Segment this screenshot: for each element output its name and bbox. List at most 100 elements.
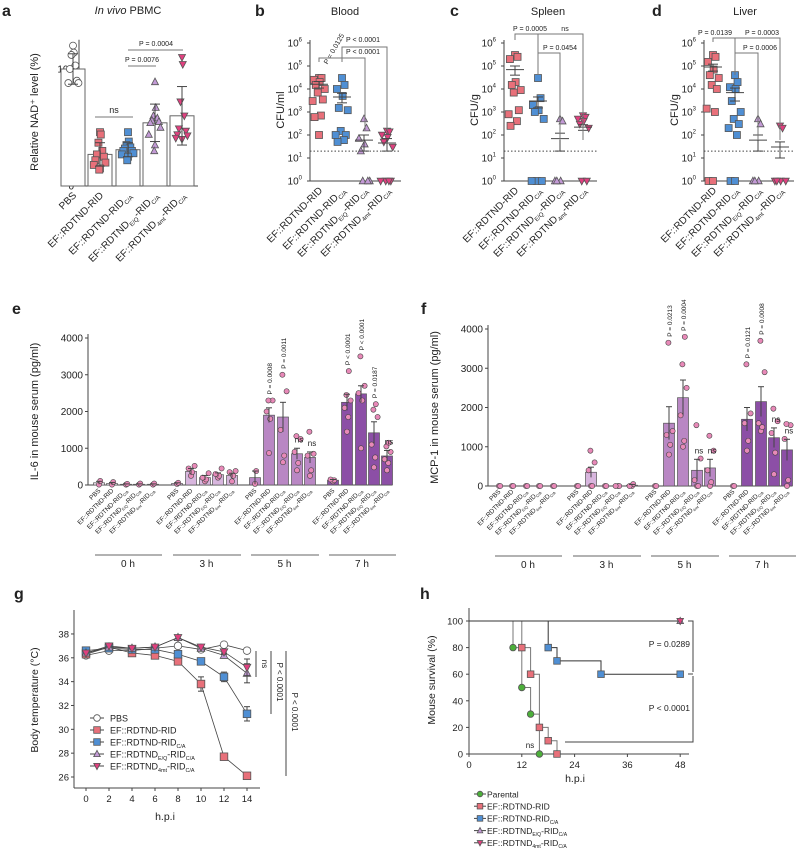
survival-step-line [469, 620, 540, 754]
data-point [781, 177, 790, 186]
panel-letter-f: f [421, 301, 427, 318]
group-label: EF::RDTNDE/Q-RIDC/A [487, 826, 568, 838]
p-value-label: P < 0.0001 [346, 49, 380, 56]
data-point [306, 428, 313, 435]
data-point [242, 646, 252, 655]
label-part: -RID [167, 762, 186, 772]
tick-exponent: 3 [493, 107, 497, 113]
data-point [506, 121, 515, 130]
label-part: -RID [541, 826, 558, 836]
data-point [150, 643, 160, 653]
subscript: C/A [357, 489, 365, 497]
data-point [96, 130, 105, 139]
x-tick-label: 8 [175, 794, 180, 805]
subscript: C/A [549, 490, 557, 498]
label-part: -RID [167, 750, 186, 760]
data-point [527, 177, 536, 185]
data-point [304, 452, 311, 459]
y-tick-label: 101 [682, 153, 697, 165]
data-point [537, 177, 546, 185]
data-point [340, 136, 348, 145]
data-point [693, 422, 700, 429]
tick-base: 10 [682, 39, 694, 50]
data-point [212, 471, 219, 477]
y-tick-label: 3000 [461, 364, 484, 375]
data-point [307, 472, 313, 479]
title-rest: PBMC [126, 5, 161, 17]
subscript: E/Q [532, 832, 541, 838]
y-tick-label: 32 [58, 701, 69, 712]
subscript: C/A [122, 489, 130, 497]
subscript: 4mt [292, 503, 301, 512]
data-point [293, 433, 300, 440]
subscript: E/Q [338, 211, 350, 223]
data-point [196, 679, 206, 689]
subscript: E/Q [521, 504, 529, 512]
data-point [697, 455, 704, 462]
y-tick-label: 36 [58, 653, 69, 664]
data-point [205, 470, 212, 477]
data-point [358, 445, 364, 452]
subscript: E/Q [129, 216, 141, 228]
data-point [263, 408, 270, 415]
subscript: C/A [151, 195, 162, 206]
data-point [178, 61, 187, 70]
significance-label: ns [695, 446, 703, 455]
data-point [591, 459, 598, 466]
legend-marker [93, 749, 101, 758]
series-RID [469, 620, 561, 758]
tick-exponent: 4 [693, 84, 697, 90]
data-point [311, 81, 320, 89]
panel-letter-e: e [12, 301, 21, 318]
data-point [534, 74, 542, 82]
subscript: E/Q [279, 503, 287, 511]
data-point [745, 437, 752, 444]
subscript: E/Q [679, 504, 687, 512]
data-point [385, 439, 392, 446]
p-value-label: P = 0.0008 [267, 363, 274, 395]
data-point [772, 177, 781, 186]
tick-base: 10 [682, 131, 694, 142]
subscript: C/A [186, 756, 195, 762]
panel-h-survival-chart: 0 20 40 60 80 100 0 12 24 36 48 h.p.i Mouse survival… [426, 608, 694, 850]
panel-letter-a: a [2, 3, 11, 20]
tick-base: 10 [682, 85, 694, 96]
legend-marker [476, 840, 484, 847]
tick-exponent: 6 [493, 38, 497, 44]
data-point [69, 41, 77, 50]
subscript: C/A [776, 190, 787, 201]
p-value-label: P = 0.0003 [745, 30, 779, 37]
panel-letter-c: c [450, 3, 459, 20]
tick-base: 10 [288, 108, 300, 119]
tick-exponent: 2 [493, 130, 497, 136]
subscript: C/A [306, 489, 314, 497]
subscript: E/Q [121, 503, 129, 511]
timepoint-label: 5 h [278, 559, 292, 570]
panel-letter-h: h [420, 586, 430, 603]
data-point [345, 368, 352, 374]
tick-base: 10 [682, 154, 694, 165]
data-point [734, 120, 743, 128]
significance-bracket [565, 620, 694, 743]
subscript: 4mt [214, 503, 223, 512]
tick-base: 10 [482, 108, 494, 119]
legend-marker [476, 826, 484, 834]
chart-title: In vivo PBMC [95, 5, 162, 17]
data-point [691, 477, 698, 484]
data-point [669, 428, 676, 434]
p-value-label: P = 0.0289 [649, 639, 690, 649]
tick-base: 10 [682, 177, 694, 188]
y-axis-label: CFU/g [669, 94, 681, 126]
data-point [770, 405, 777, 412]
subscript: E/Q [200, 503, 208, 511]
data-point [384, 467, 390, 474]
data-point [333, 138, 342, 146]
y-tick-label: 104 [288, 84, 303, 96]
series-line [85, 637, 248, 668]
data-point [676, 617, 685, 626]
data-point [759, 424, 766, 431]
data-point [756, 119, 765, 128]
subscript: E/Q [600, 504, 608, 512]
panel-f-cytokine-chart: 0 1000 2000 3000 4000 MCP-1 in mouse serum (p… [429, 299, 796, 571]
